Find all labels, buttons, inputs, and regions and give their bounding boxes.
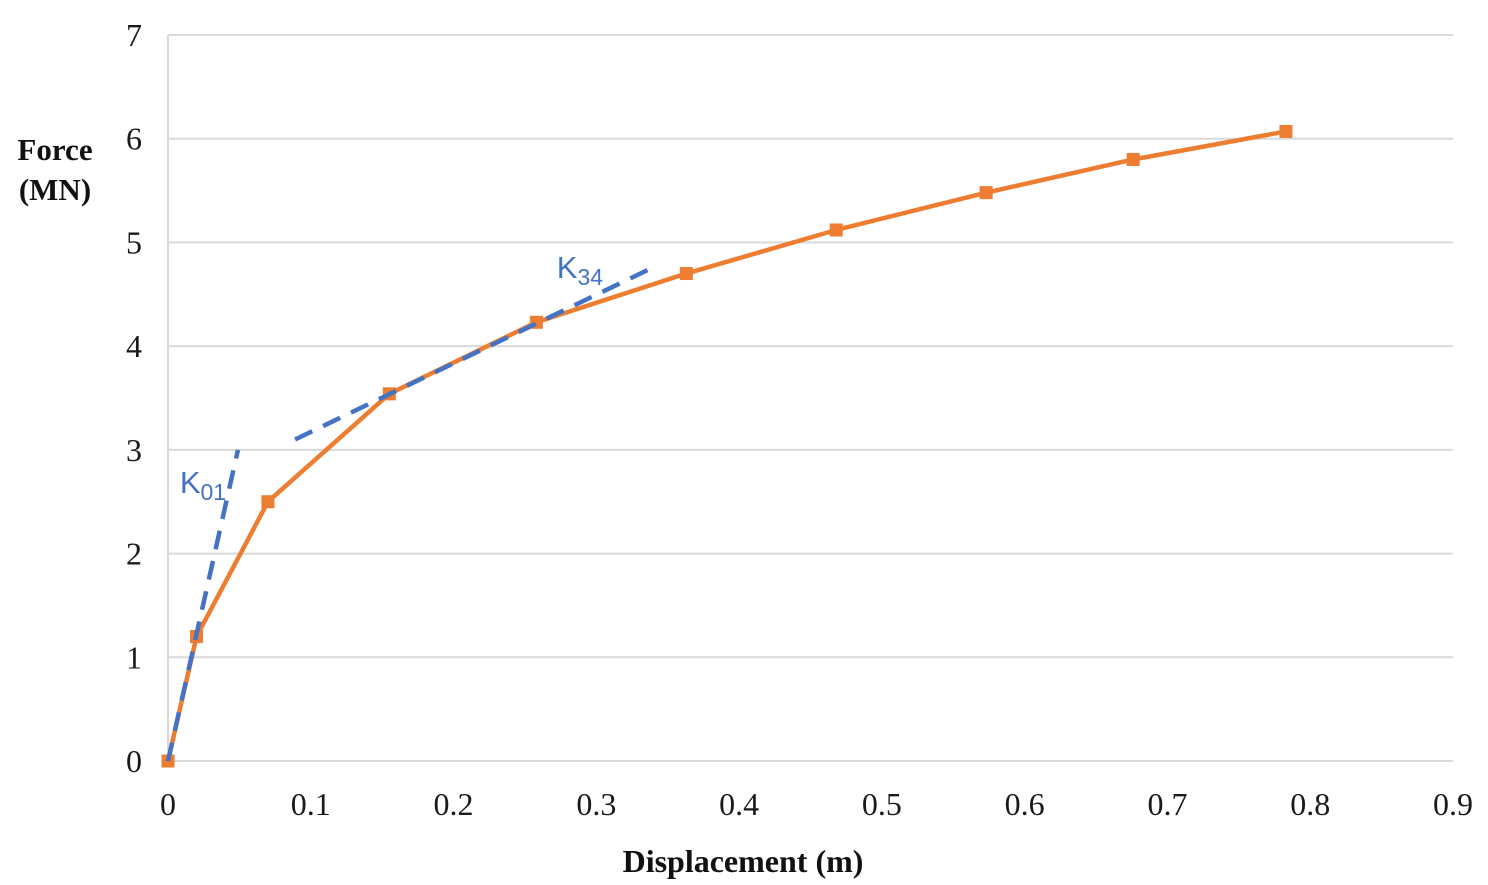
y-axis-title-line1: Force [17, 132, 92, 167]
x-tick-label: 0.7 [1147, 786, 1187, 822]
annotation-labels: K01 K34 [180, 250, 603, 505]
y-tick-label: 0 [126, 743, 142, 779]
data-point-marker [1279, 124, 1293, 138]
k01-label: K01 [180, 465, 226, 505]
x-tick-labels: 0 0.1 0.2 0.3 0.4 0.5 0.6 0.7 0.8 0.9 [160, 786, 1473, 822]
annotation-lines [165, 263, 659, 762]
y-tick-label: 7 [126, 17, 142, 53]
x-tick-label: 0 [160, 786, 176, 822]
y-tick-label: 5 [126, 224, 142, 260]
y-tick-labels: 0 1 2 3 4 5 6 7 [126, 17, 142, 779]
y-tick-label: 3 [126, 432, 142, 468]
y-tick-label: 2 [126, 536, 142, 572]
k34-label: K34 [557, 250, 603, 290]
x-tick-label: 0.8 [1290, 786, 1330, 822]
data-point-marker [1126, 152, 1140, 166]
gridlines [168, 34, 1453, 762]
x-tick-label: 0.2 [434, 786, 474, 822]
y-tick-label: 6 [126, 121, 142, 157]
x-tick-label: 0.6 [1005, 786, 1045, 822]
force-displacement-curve-line [165, 129, 1287, 762]
data-point-marker [261, 495, 275, 509]
x-tick-label: 0.5 [862, 786, 902, 822]
series-group [161, 124, 1293, 768]
y-tick-label: 1 [126, 639, 142, 675]
x-tick-label: 0.3 [576, 786, 616, 822]
x-tick-label: 0.4 [719, 786, 759, 822]
x-tick-label: 0.9 [1433, 786, 1473, 822]
data-point-marker [829, 223, 843, 237]
y-tick-label: 4 [126, 328, 142, 364]
k01-line [165, 449, 241, 762]
x-axis-title: Displacement (m) [623, 843, 864, 879]
x-tick-label: 0.1 [291, 786, 331, 822]
k34-line [294, 263, 659, 442]
data-point-marker [979, 186, 993, 200]
y-axis-title-line2: (MN) [19, 172, 91, 207]
data-point-marker [679, 267, 693, 281]
